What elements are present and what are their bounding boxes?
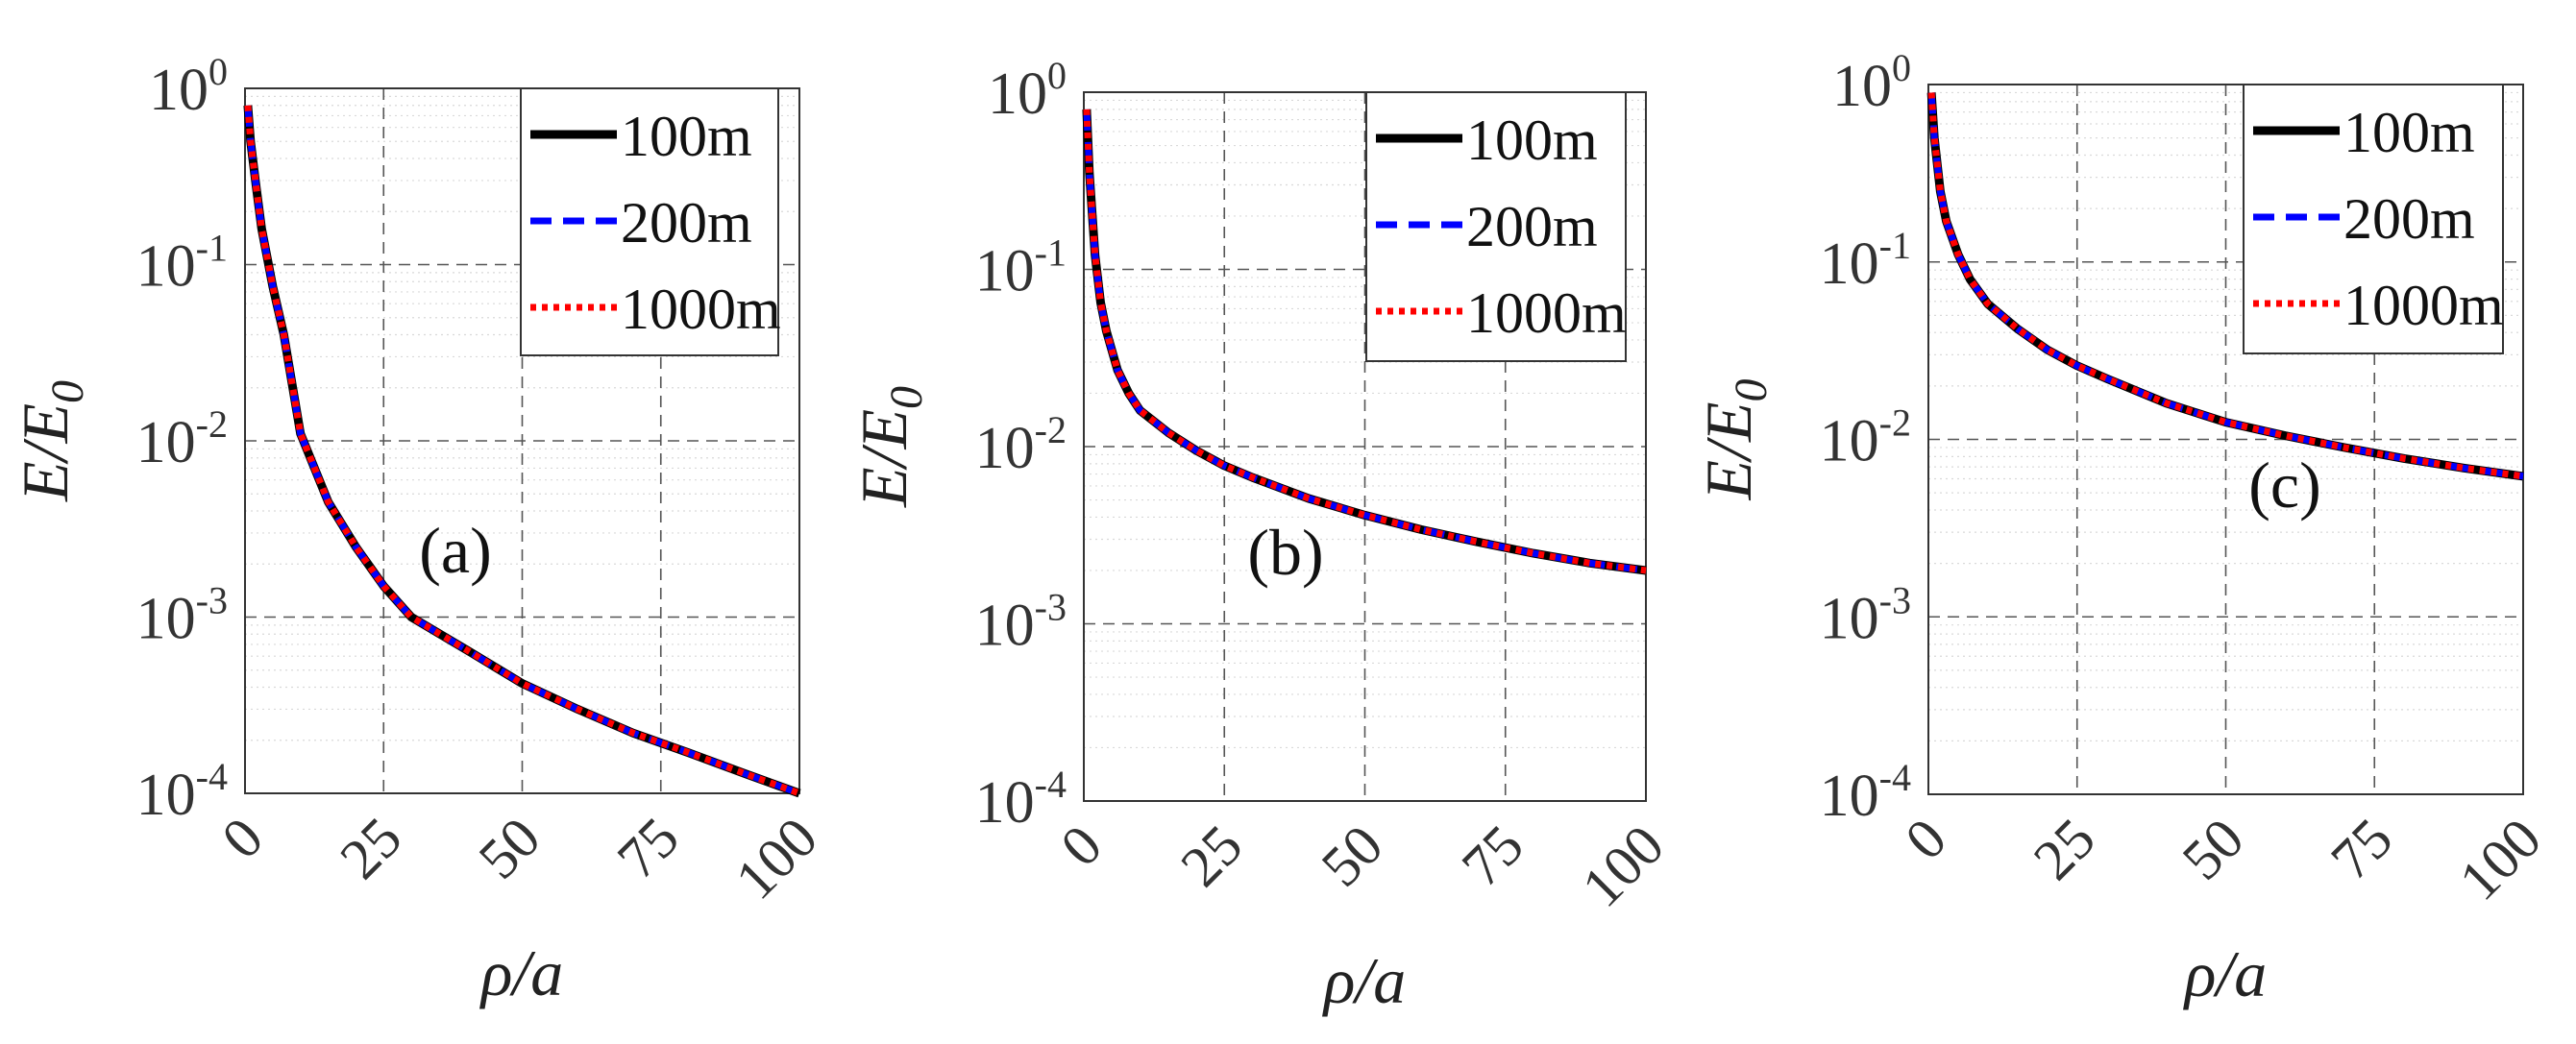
y-axis-label-subscript: 0 [42,380,93,403]
legend: 100m 200m 1000m [1365,91,1627,362]
legend-label: 1000m [621,278,781,341]
y-tick-base: 10 [1832,54,1892,119]
y-tick-label: 10-1 [1820,224,1911,297]
y-tick-label: 10-4 [975,763,1067,836]
x-tick-label: 75 [1450,813,1535,899]
x-tick-label: 25 [1168,813,1254,899]
series-line-200m [1083,109,1647,574]
y-axis-label-subscript: 0 [1726,379,1777,402]
y-tick-exponent: -2 [1035,408,1067,451]
x-tick-label: 0 [209,806,275,871]
y-tick-label: 10-1 [975,231,1067,304]
legend: 100m 200m 1000m [2243,84,2504,354]
y-tick-base: 10 [1820,586,1879,651]
y-tick-exponent: -4 [196,755,228,798]
y-tick-label: 10-2 [1820,401,1911,474]
legend-label: 100m [2343,101,2475,164]
y-tick-base: 10 [1820,409,1879,474]
legend-label: 200m [2343,187,2475,251]
y-tick-base: 10 [1820,764,1879,829]
x-axis-label: ρ/a [479,936,564,1009]
y-tick-label: 100 [1832,46,1911,119]
y-tick-base: 10 [136,763,196,828]
y-tick-base: 10 [975,239,1035,304]
y-tick-exponent: -1 [1879,224,1911,267]
legend-label: 200m [621,191,752,255]
y-tick-base: 10 [136,410,196,475]
legend-label: 1000m [1466,281,1627,345]
plot-frame [1083,91,1647,802]
legend: 100m 200m 1000m [520,87,781,356]
panel-label: (a) [419,514,491,587]
y-axis-label-subscript: 0 [881,386,932,409]
y-tick-label: 10-3 [975,586,1067,659]
y-tick-exponent: -2 [1879,401,1911,445]
y-tick-exponent: -4 [1035,763,1067,806]
y-tick-label: 10-4 [1820,756,1911,829]
x-tick-label: 25 [2022,807,2107,892]
x-tick-label: 100 [1570,813,1676,919]
x-tick-label: 50 [467,806,552,891]
y-tick-exponent: -3 [1879,578,1911,621]
y-tick-base: 10 [975,770,1035,836]
y-tick-base: 10 [975,594,1035,659]
x-axis-label: ρ/a [1322,944,1407,1017]
y-tick-label: 10-4 [136,755,228,828]
y-tick-base: 10 [149,58,209,123]
y-tick-exponent: -1 [1035,231,1067,275]
y-tick-label: 10-2 [136,402,228,475]
y-axis-label: E/E0 [1692,379,1777,501]
y-tick-base: 10 [1820,231,1879,297]
y-axis-label-main: E/E [9,403,82,502]
y-tick-exponent: -2 [196,402,228,446]
y-tick-exponent: 0 [1047,54,1067,97]
legend-label: 100m [621,105,752,168]
y-tick-label: 100 [149,50,228,123]
y-tick-exponent: -3 [196,579,228,622]
x-tick-label: 0 [1893,807,1958,872]
series-line-1000m [244,105,801,797]
y-tick-exponent: 0 [1892,46,1911,89]
x-tick-label: 75 [2318,807,2404,892]
plot-frame [1927,84,2524,795]
panel-label: (c) [2248,449,2320,522]
y-tick-label: 10-2 [975,408,1067,481]
x-tick-label: 50 [2171,807,2256,892]
y-tick-exponent: -4 [1879,756,1911,799]
y-axis-label: E/E0 [847,386,932,508]
y-tick-base: 10 [136,234,196,300]
y-tick-base: 10 [988,61,1047,127]
x-tick-label: 25 [328,806,413,891]
y-tick-label: 10-3 [1820,578,1911,651]
x-tick-label: 0 [1048,813,1114,879]
y-tick-label: 10-3 [136,579,228,652]
x-tick-label: 75 [605,806,691,891]
y-axis-label: E/E0 [9,380,93,502]
y-tick-label: 100 [988,54,1067,127]
y-tick-exponent: 0 [209,50,228,93]
y-axis-label-main: E/E [1692,402,1765,501]
x-tick-label: 50 [1310,813,1395,899]
y-axis-label-main: E/E [847,409,920,508]
y-tick-exponent: -1 [196,227,228,270]
x-tick-label: 100 [2447,807,2553,912]
legend-label: 100m [1466,109,1598,172]
y-tick-exponent: -3 [1035,586,1067,629]
x-tick-label: 100 [724,806,829,911]
y-tick-base: 10 [136,587,196,652]
series-line-1000m [1927,92,2524,480]
legend-label: 200m [1466,195,1598,258]
y-tick-label: 10-1 [136,227,228,300]
legend-label: 1000m [2343,274,2504,337]
x-axis-label: ρ/a [2183,937,2268,1010]
y-tick-base: 10 [975,416,1035,481]
panel-label: (b) [1247,516,1323,589]
